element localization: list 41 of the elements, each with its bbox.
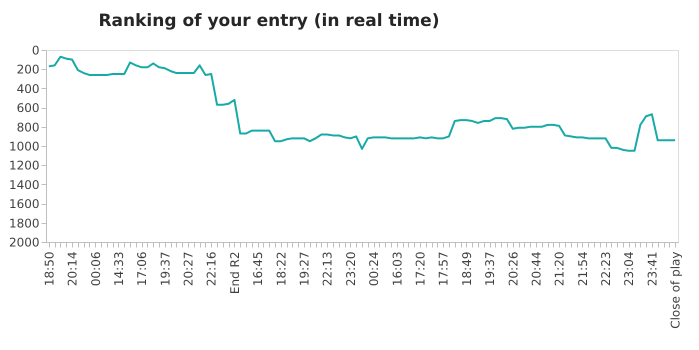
- x-tick-label: 23:04: [622, 252, 636, 286]
- x-tick-label: 18:49: [460, 252, 474, 286]
- x-tick-label: 17:57: [436, 252, 451, 286]
- x-tick-label: 22:13: [320, 252, 335, 286]
- y-tick-label: 200: [16, 62, 40, 77]
- x-tick-label: 19:37: [158, 252, 172, 286]
- x-tick-label: 23:41: [645, 252, 660, 286]
- x-tick-label: 20:44: [529, 252, 544, 286]
- y-tick-label: 800: [16, 120, 40, 134]
- y-tick-label: 600: [16, 101, 40, 116]
- x-tick-label: 17:20: [413, 252, 428, 286]
- x-tick-label: 16:45: [251, 252, 266, 286]
- y-tick-label: 0: [32, 44, 40, 58]
- x-tick-label: 22:16: [204, 252, 219, 286]
- x-tick-label: 00:06: [88, 252, 103, 286]
- line-series: [48, 56, 676, 152]
- x-tick-label: 21:54: [576, 252, 590, 286]
- y-tick-label: 1000: [8, 140, 40, 154]
- x-tick-label: 00:24: [367, 252, 382, 286]
- x-tick-label: 18:50: [42, 252, 56, 286]
- y-tick-label: 1400: [8, 178, 40, 192]
- x-tick-label: 17:06: [135, 252, 150, 286]
- x-tick-label: 20:26: [506, 252, 520, 286]
- x-tick-label: 19:37: [483, 252, 498, 286]
- chart-title: Ranking of your entry (in real time): [98, 11, 440, 31]
- y-tick-label: 1600: [8, 197, 40, 212]
- x-tick-label: 18:22: [274, 252, 288, 286]
- x-tick-label: 23:20: [344, 252, 358, 286]
- x-tick-label: 14:33: [112, 252, 126, 286]
- x-tick-label: 22:23: [599, 252, 614, 286]
- y-tick-label: 1800: [8, 216, 40, 230]
- x-tick-label: 19:27: [298, 252, 312, 286]
- y-tick-label: 1200: [8, 158, 40, 173]
- x-tick-label: 16:03: [390, 252, 404, 286]
- x-tick-label: 21:20: [552, 252, 567, 286]
- x-tick-label: End R2: [228, 252, 242, 294]
- x-tick-label: Close of play: [668, 252, 683, 329]
- y-tick-label: 2000: [8, 236, 40, 250]
- x-tick-label: 20:27: [182, 252, 196, 286]
- x-tick-label: 20:14: [66, 252, 80, 286]
- y-tick-label: 400: [16, 82, 40, 96]
